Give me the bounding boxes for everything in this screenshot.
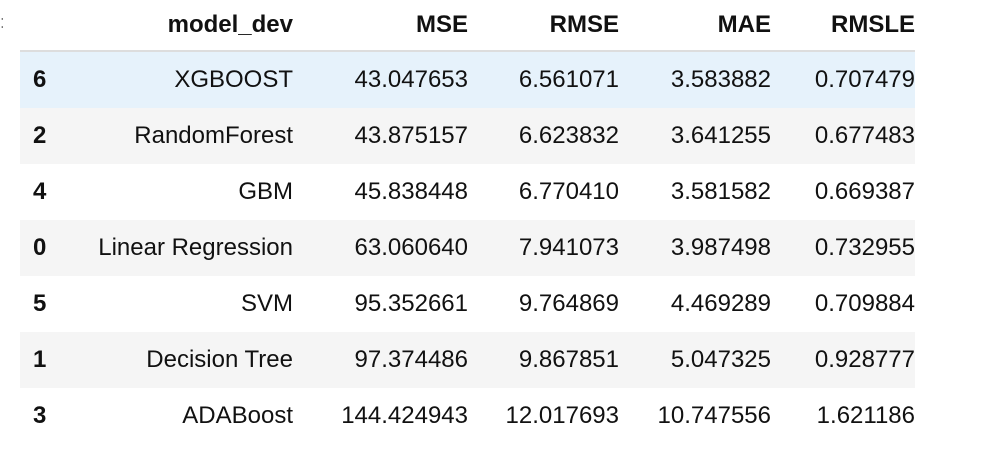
header-rmse: RMSE (468, 0, 619, 52)
model-cell: GBM (238, 178, 293, 205)
mae-cell: 3.581582 (670, 178, 771, 205)
model-cell: Decision Tree (146, 346, 293, 373)
mae-cell: 10.747556 (657, 402, 771, 429)
table-header-row: model_dev MSE RMSE MAE RMSLE (20, 0, 915, 52)
mse-cell: 43.047653 (354, 66, 468, 93)
rmse-cell: 9.764869 (518, 290, 619, 317)
mae-cell: 3.987498 (670, 234, 771, 261)
header-index (20, 0, 64, 52)
rmse-cell: 9.867851 (518, 346, 619, 373)
table-row: 2 RandomForest 43.875157 6.623832 3.6412… (20, 108, 915, 164)
output-edge-mark: : (0, 10, 3, 36)
row-index: 6 (33, 66, 47, 93)
model-cell: ADABoost (182, 402, 293, 429)
results-table: model_dev MSE RMSE MAE RMSLE 6 XGBOOST 4… (20, 0, 915, 444)
mse-cell: 43.875157 (354, 122, 468, 149)
mse-cell: 144.424943 (341, 402, 468, 429)
rmse-cell: 6.561071 (518, 66, 619, 93)
header-mae: MAE (619, 0, 771, 52)
row-index: 0 (33, 234, 47, 261)
header-rmsle: RMSLE (771, 0, 915, 52)
row-index: 1 (33, 346, 47, 373)
table-row: 5 SVM 95.352661 9.764869 4.469289 0.7098… (20, 276, 915, 332)
rmsle-cell: 0.707479 (814, 66, 915, 93)
rmsle-cell: 0.709884 (814, 290, 915, 317)
model-cell: Linear Regression (98, 234, 293, 261)
mae-cell: 3.641255 (670, 122, 771, 149)
mae-cell: 4.469289 (670, 290, 771, 317)
row-index: 2 (33, 122, 47, 149)
row-index: 5 (33, 290, 47, 317)
mae-cell: 3.583882 (670, 66, 771, 93)
table-row: 1 Decision Tree 97.374486 9.867851 5.047… (20, 332, 915, 388)
table-row: 6 XGBOOST 43.047653 6.561071 3.583882 0.… (20, 51, 915, 108)
rmse-cell: 6.770410 (518, 178, 619, 205)
rmsle-cell: 0.732955 (814, 234, 915, 261)
header-model-dev: model_dev (64, 0, 293, 52)
mae-cell: 5.047325 (670, 346, 771, 373)
model-cell: XGBOOST (174, 66, 293, 93)
rmsle-cell: 0.677483 (814, 122, 915, 149)
mse-cell: 63.060640 (354, 234, 468, 261)
mse-cell: 45.838448 (354, 178, 468, 205)
row-index: 3 (33, 402, 47, 429)
table-row: 4 GBM 45.838448 6.770410 3.581582 0.6693… (20, 164, 915, 220)
rmsle-cell: 0.928777 (814, 346, 915, 373)
rmse-cell: 12.017693 (505, 402, 619, 429)
mse-cell: 97.374486 (354, 346, 468, 373)
mse-cell: 95.352661 (354, 290, 468, 317)
model-cell: SVM (240, 290, 293, 317)
rmsle-cell: 0.669387 (814, 178, 915, 205)
rmsle-cell: 1.621186 (816, 402, 915, 429)
model-cell: RandomForest (134, 122, 293, 149)
rmse-cell: 7.941073 (518, 234, 619, 261)
rmse-cell: 6.623832 (518, 122, 619, 149)
table-row: 0 Linear Regression 63.060640 7.941073 3… (20, 220, 915, 276)
table-row: 3 ADABoost 144.424943 12.017693 10.74755… (20, 388, 915, 444)
row-index: 4 (33, 178, 47, 205)
header-mse: MSE (293, 0, 468, 52)
